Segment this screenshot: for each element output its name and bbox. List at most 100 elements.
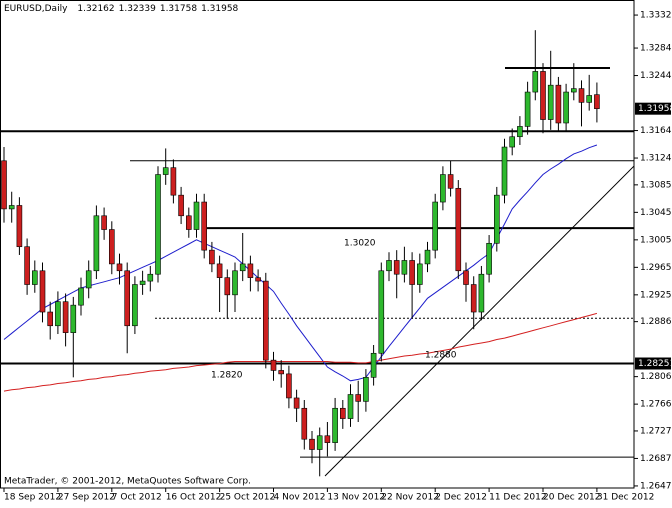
candle-body bbox=[386, 260, 392, 272]
x-tick-label: 2 Dec 2012 bbox=[435, 493, 487, 503]
candle-body bbox=[239, 263, 246, 272]
x-tick-label: 18 Sep 2012 bbox=[4, 493, 61, 503]
candle-body bbox=[401, 260, 408, 275]
x-tick-label: 22 Nov 2012 bbox=[381, 493, 439, 503]
candle-body bbox=[570, 88, 577, 93]
trend-line bbox=[324, 165, 634, 477]
candle-body bbox=[547, 84, 554, 120]
candle-body bbox=[132, 284, 138, 327]
candle-body bbox=[440, 174, 446, 203]
candle-body bbox=[524, 91, 531, 127]
candle-body bbox=[594, 94, 600, 109]
y-tick-label: 1.29650 bbox=[640, 263, 672, 273]
candle-body bbox=[301, 407, 308, 440]
candle-body bbox=[347, 394, 354, 419]
candle-body bbox=[378, 270, 385, 354]
candle-body bbox=[255, 277, 261, 282]
candle-body bbox=[563, 91, 569, 124]
candle-body bbox=[478, 273, 485, 313]
annotation: 1.3020 bbox=[344, 239, 376, 249]
candle-body bbox=[370, 352, 377, 378]
candle-body bbox=[355, 394, 362, 402]
level-price-label: 1.28251 bbox=[638, 359, 672, 369]
candle-body bbox=[78, 287, 84, 306]
y-tick-label: 1.30850 bbox=[640, 180, 672, 190]
x-tick-label: 7 Oct 2012 bbox=[112, 493, 162, 503]
current-price-label-box bbox=[635, 102, 671, 115]
candle-body bbox=[493, 194, 500, 244]
candle-body bbox=[409, 260, 415, 285]
y-tick-label: 1.28060 bbox=[640, 372, 672, 382]
candle-body bbox=[216, 263, 223, 278]
footer: MetaTrader, © 2001-2012, MetaQuotes Soft… bbox=[4, 477, 251, 487]
candle-body bbox=[201, 201, 207, 251]
plot-frame bbox=[0, 0, 635, 489]
candle-body bbox=[186, 215, 192, 230]
candle-body bbox=[170, 167, 177, 196]
annotation: 1.2880 bbox=[425, 351, 457, 361]
last-close: 1.31958 bbox=[201, 4, 238, 14]
candle-body bbox=[463, 270, 469, 285]
y-tick-label: 1.31240 bbox=[640, 154, 672, 164]
current-price-label: 1.31958 bbox=[638, 104, 672, 114]
plot-area: 1.3020 1.2880 1.2820 1.2561 bbox=[0, 30, 634, 498]
candle-body bbox=[93, 215, 100, 272]
annotation: 1.2820 bbox=[211, 371, 243, 381]
candle-body bbox=[363, 377, 369, 402]
y-tick-label: 1.28860 bbox=[640, 317, 672, 327]
candle-body bbox=[424, 249, 431, 265]
candle-body bbox=[532, 71, 539, 93]
candle-body bbox=[586, 95, 593, 103]
y-tick-label: 1.30450 bbox=[640, 208, 672, 218]
candle-body bbox=[39, 270, 46, 313]
candle-body bbox=[501, 146, 508, 196]
candle-body bbox=[116, 263, 123, 272]
candle-body bbox=[455, 187, 462, 272]
y-tick-label: 1.26470 bbox=[640, 481, 672, 491]
moving-average bbox=[3, 312, 598, 392]
candle-body bbox=[332, 407, 338, 443]
candle-body bbox=[209, 249, 215, 265]
candle-body bbox=[278, 370, 285, 375]
candle-body bbox=[486, 242, 492, 275]
y-tick-label: 1.32840 bbox=[640, 44, 672, 54]
y-tick-label: 1.30050 bbox=[640, 235, 672, 245]
candle-body bbox=[162, 167, 169, 175]
x-tick-label: 16 Oct 2012 bbox=[166, 493, 222, 503]
candle-body bbox=[55, 301, 61, 327]
symbol: EURUSD,Daily bbox=[4, 4, 68, 14]
candle-body bbox=[224, 277, 231, 296]
candle-body bbox=[578, 88, 585, 103]
candle-body bbox=[517, 126, 523, 138]
last-open: 1.32162 bbox=[77, 4, 114, 14]
candle-body bbox=[109, 229, 115, 265]
y-tick-label: 1.26870 bbox=[640, 454, 672, 464]
candle-body bbox=[540, 71, 546, 120]
candle-body bbox=[247, 263, 254, 278]
candle-body bbox=[232, 270, 238, 296]
candle-body bbox=[62, 301, 69, 333]
candle-body bbox=[147, 273, 154, 282]
candle-body bbox=[286, 373, 292, 399]
candle-body bbox=[432, 201, 439, 251]
candle-body bbox=[309, 438, 315, 450]
x-tick-label: 20 Dec 2012 bbox=[543, 493, 601, 503]
candle-body bbox=[324, 435, 331, 443]
last-high: 1.32339 bbox=[119, 4, 156, 14]
x-tick-label: 4 Nov 2012 bbox=[274, 493, 326, 503]
candle-body bbox=[1, 160, 7, 210]
candle-body bbox=[470, 284, 477, 313]
x-tick-label: 25 Oct 2012 bbox=[220, 493, 276, 503]
annotation: 1.2561 bbox=[312, 488, 344, 498]
candle-body bbox=[16, 205, 23, 248]
candle-body bbox=[416, 263, 423, 285]
chart-title: EURUSD,Daily 1.32162 1.32339 1.31758 1.31958 bbox=[4, 4, 239, 14]
candle-body bbox=[262, 280, 269, 361]
y-tick-label: 1.33320 bbox=[640, 11, 672, 21]
candle-body bbox=[293, 397, 300, 409]
candle-body bbox=[31, 270, 38, 285]
y-tick-label: 1.27270 bbox=[640, 426, 672, 436]
x-tick-label: 11 Dec 2012 bbox=[489, 493, 546, 503]
candle-body bbox=[8, 205, 15, 210]
